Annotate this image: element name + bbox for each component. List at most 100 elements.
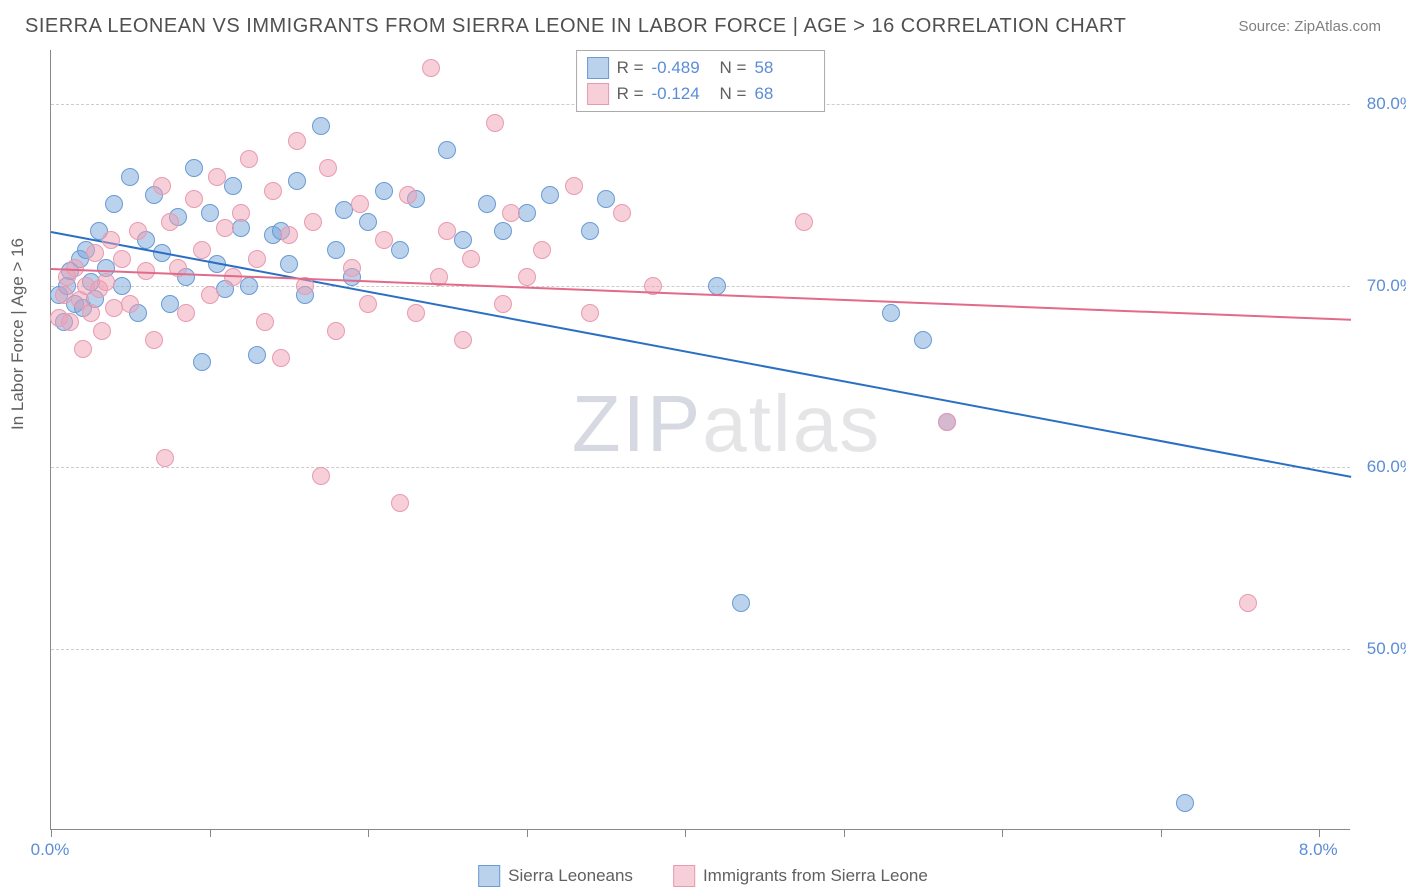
data-point [121, 295, 139, 313]
data-point [375, 182, 393, 200]
scatter-chart: ZIPatlas R = -0.489 N = 58 R = -0.124 N … [50, 50, 1350, 830]
data-point [193, 353, 211, 371]
data-point [454, 331, 472, 349]
data-point [613, 204, 631, 222]
correlation-legend: R = -0.489 N = 58 R = -0.124 N = 68 [576, 50, 826, 112]
data-point [272, 349, 290, 367]
data-point [454, 231, 472, 249]
data-point [319, 159, 337, 177]
data-point [732, 594, 750, 612]
data-point [581, 222, 599, 240]
y-tick-label: 50.0% [1367, 639, 1406, 659]
watermark-zip: ZIP [572, 379, 702, 468]
n-value-0: 58 [754, 58, 814, 78]
x-tick-label: 0.0% [31, 840, 70, 860]
x-tick-label: 8.0% [1299, 840, 1338, 860]
data-point [74, 340, 92, 358]
legend-row-0: R = -0.489 N = 58 [587, 55, 815, 81]
data-point [121, 168, 139, 186]
data-point [391, 241, 409, 259]
data-point [494, 295, 512, 313]
data-point [208, 168, 226, 186]
data-point [102, 231, 120, 249]
source-label: Source: ZipAtlas.com [1238, 18, 1381, 35]
data-point [359, 213, 377, 231]
data-point [201, 286, 219, 304]
data-point [795, 213, 813, 231]
data-point [882, 304, 900, 322]
data-point [565, 177, 583, 195]
x-tick [368, 829, 369, 837]
data-point [161, 213, 179, 231]
x-tick [1161, 829, 1162, 837]
legend-label-1: Immigrants from Sierra Leone [703, 866, 928, 886]
data-point [280, 226, 298, 244]
data-point [156, 449, 174, 467]
data-point [518, 204, 536, 222]
x-tick [1002, 829, 1003, 837]
data-point [708, 277, 726, 295]
y-tick-label: 60.0% [1367, 457, 1406, 477]
data-point [502, 204, 520, 222]
data-point [224, 177, 242, 195]
n-value-1: 68 [754, 84, 814, 104]
data-point [248, 346, 266, 364]
data-point [280, 255, 298, 273]
x-tick [210, 829, 211, 837]
data-point [478, 195, 496, 213]
data-point [82, 304, 100, 322]
data-point [581, 304, 599, 322]
data-point [185, 159, 203, 177]
y-tick-label: 70.0% [1367, 276, 1406, 296]
r-value-0: -0.489 [652, 58, 712, 78]
data-point [201, 204, 219, 222]
data-point [240, 277, 258, 295]
data-point [264, 182, 282, 200]
x-tick [844, 829, 845, 837]
data-point [288, 132, 306, 150]
data-point [351, 195, 369, 213]
data-point [494, 222, 512, 240]
data-point [407, 304, 425, 322]
data-point [343, 259, 361, 277]
legend-swatch-blue [587, 57, 609, 79]
data-point [193, 241, 211, 259]
data-point [66, 259, 84, 277]
data-point [113, 250, 131, 268]
legend-swatch-pink [673, 865, 695, 887]
n-label: N = [720, 58, 747, 78]
data-point [399, 186, 417, 204]
data-point [533, 241, 551, 259]
data-point [153, 177, 171, 195]
series-legend: Sierra Leoneans Immigrants from Sierra L… [478, 865, 928, 887]
data-point [232, 204, 250, 222]
legend-item-0: Sierra Leoneans [478, 865, 633, 887]
x-tick [1319, 829, 1320, 837]
legend-item-1: Immigrants from Sierra Leone [673, 865, 928, 887]
data-point [256, 313, 274, 331]
data-point [86, 244, 104, 262]
x-tick [685, 829, 686, 837]
data-point [113, 277, 131, 295]
data-point [240, 150, 258, 168]
r-label: R = [617, 84, 644, 104]
data-point [185, 190, 203, 208]
data-point [304, 213, 322, 231]
data-point [462, 250, 480, 268]
data-point [438, 222, 456, 240]
data-point [327, 241, 345, 259]
watermark-atlas: atlas [702, 379, 881, 468]
data-point [422, 59, 440, 77]
data-point [145, 331, 163, 349]
data-point [216, 219, 234, 237]
data-point [486, 114, 504, 132]
data-point [105, 195, 123, 213]
legend-row-1: R = -0.124 N = 68 [587, 81, 815, 107]
n-label: N = [720, 84, 747, 104]
legend-label-0: Sierra Leoneans [508, 866, 633, 886]
data-point [1176, 794, 1194, 812]
data-point [312, 117, 330, 135]
data-point [1239, 594, 1257, 612]
data-point [327, 322, 345, 340]
data-point [938, 413, 956, 431]
